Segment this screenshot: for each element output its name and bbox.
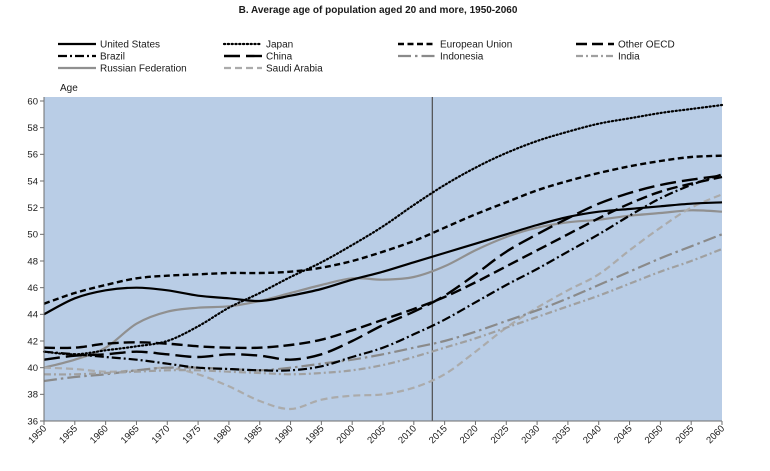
legend: United States Japan European Union Other OE… [58,40,675,75]
x-tick-label: 2055 [674,423,697,446]
legend-label-brazil: Brazil [100,52,125,63]
x-tick-label: 1970 [150,423,173,446]
series-line-brazil [43,173,723,372]
x-tick-label: 2025 [489,423,512,446]
x-tick-label: 1995 [304,423,327,446]
series-line-saudi-arabia [43,193,723,411]
x-tick-label: 2000 [335,423,358,446]
legend-label-saudi-arabia: Saudi Arabia [266,64,323,75]
y-tick-label: 40 [27,363,38,374]
legend-item-china: China [224,52,293,63]
series-line-japan [42,103,724,356]
plot-background [44,97,722,421]
legend-item-saudi-arabia: Saudi Arabia [224,64,323,75]
legend-item-japan: Japan [222,40,293,51]
x-tick-label: 1955 [57,423,80,446]
x-tick-label: 1980 [211,423,234,446]
y-tick-label: 46 [27,283,38,294]
series-line-china [43,174,723,361]
legend-label-china: China [266,52,293,63]
legend-item-united-states: United States [58,40,160,51]
legend-label-indonesia: Indonesia [440,52,484,63]
y-tick-label: 38 [27,390,38,401]
y-tick-label: 42 [27,336,38,347]
x-tick-label: 2045 [612,423,635,446]
plot-area [44,97,722,421]
legend-label-european-union: European Union [440,40,512,51]
legend-label-japan: Japan [266,40,293,51]
x-tick-label: 2040 [581,423,604,446]
series-line-indonesia [43,233,723,383]
legend-label-united-states: United States [100,40,160,51]
x-tick-label: 1965 [119,423,142,446]
y-tick-label: 36 [27,416,38,427]
legend-item-european-union: European Union [398,40,512,51]
x-tick-label: 2030 [519,423,542,446]
x-tick-label: 2035 [550,423,573,446]
legend-item-indonesia: Indonesia [398,52,484,63]
series-layer [42,103,724,411]
x-tick-label: 2010 [396,423,419,446]
legend-label-other-oecd: Other OECD [618,40,675,51]
y-tick-label: 60 [27,96,38,107]
y-tick-label: 44 [27,310,38,321]
legend-label-india: India [618,52,640,63]
x-tick-label: 1960 [88,423,111,446]
y-tick-label: 56 [27,150,38,161]
series-line-united-states [43,201,723,316]
legend-item-russian-federation: Russian Federation [58,64,187,75]
chart-title: B. Average age of population aged 20 and… [239,5,518,16]
x-tick-label: 2060 [704,423,727,446]
y-tick-label: 48 [27,256,38,267]
x-tick-label: 2005 [365,423,388,446]
x-tick-label: 2020 [458,423,481,446]
y-tick-label: 50 [27,230,38,241]
y-tick-label: 52 [27,203,38,214]
series-line-india [43,247,723,376]
x-tick-label: 1990 [273,423,296,446]
x-tick-label: 2015 [427,423,450,446]
series-line-european-union [43,154,723,305]
x-tick-label: 1985 [242,423,265,446]
y-tick-label: 58 [27,123,38,134]
y-tick-label: 54 [27,176,38,187]
legend-label-russian-federation: Russian Federation [100,64,187,75]
series-line-russian-federation [43,209,723,369]
x-tick-label: 1975 [180,423,203,446]
legend-item-brazil: Brazil [58,52,125,63]
legend-item-other-oecd: Other OECD [576,40,675,51]
legend-item-india: India [576,52,640,63]
y-axis-label: Age [60,83,78,94]
x-tick-label: 2050 [643,423,666,446]
